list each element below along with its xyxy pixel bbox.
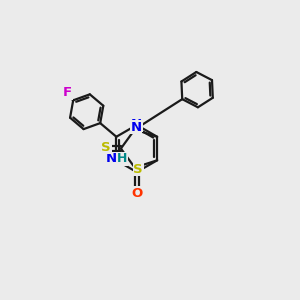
Text: N: N [131,118,142,131]
Text: S: S [101,141,111,154]
Text: N: N [131,121,142,134]
Text: H: H [117,152,128,165]
Text: O: O [131,187,142,200]
Text: F: F [63,86,72,99]
Text: S: S [134,163,143,176]
Text: N: N [106,152,117,165]
